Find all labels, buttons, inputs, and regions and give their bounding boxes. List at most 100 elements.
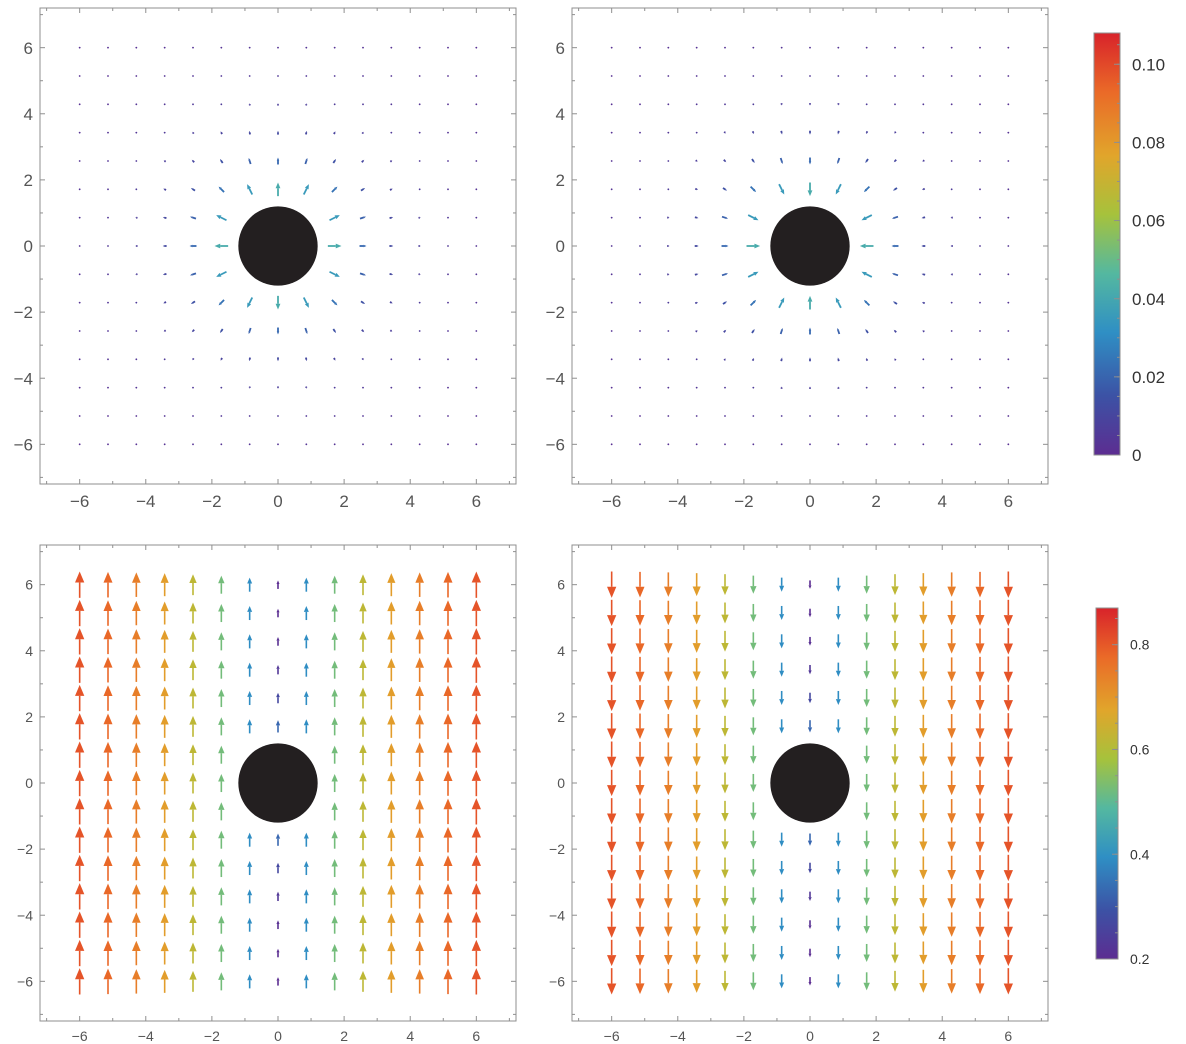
vector-arrow — [415, 770, 424, 796]
vector-arrow — [863, 745, 870, 764]
vector-arrow — [919, 941, 928, 965]
y-tick-label: 2 — [24, 171, 33, 190]
vector-arrow — [415, 855, 424, 881]
vector-arrow — [750, 688, 757, 708]
vector-arrow — [975, 798, 985, 825]
vector-arrow — [692, 601, 701, 625]
vector-arrow — [329, 270, 340, 277]
vector-arrow — [779, 690, 785, 706]
vector-arrow — [447, 46, 449, 49]
vector-arrow — [107, 330, 109, 332]
vector-arrow — [607, 883, 617, 910]
vector-arrow — [132, 940, 141, 966]
vector-arrow — [610, 216, 613, 219]
vector-arrow — [331, 887, 338, 906]
vector-arrow — [276, 692, 280, 704]
vector-arrow — [418, 216, 421, 219]
vector-arrow — [359, 857, 367, 879]
vector-arrow — [861, 271, 873, 278]
vector-arrow — [359, 829, 367, 851]
obstacle-disk — [238, 206, 318, 286]
x-tick-label: 0 — [805, 492, 814, 511]
vector-arrow — [331, 299, 338, 306]
vector-arrow — [303, 605, 309, 621]
vector-arrow — [863, 688, 870, 708]
vector-arrow — [135, 131, 138, 134]
vector-arrow — [160, 828, 169, 852]
vector-arrow — [808, 580, 812, 589]
x-tick-label: −2 — [736, 1028, 752, 1044]
vector-arrow — [107, 386, 109, 389]
vector-arrow — [780, 443, 783, 446]
vector-arrow — [160, 799, 169, 823]
vector-arrow — [220, 386, 223, 389]
vector-arrow — [751, 158, 755, 164]
vector-arrow — [132, 685, 141, 711]
axis-ticks — [572, 545, 1048, 1021]
vector-arrow — [692, 771, 701, 795]
vector-arrow — [863, 603, 870, 623]
vector-arrow — [471, 571, 481, 598]
vector-arrow — [865, 443, 868, 446]
vector-arrow — [695, 103, 698, 106]
vector-arrow — [75, 599, 85, 627]
vector-arrow — [721, 574, 729, 596]
vector-arrow — [216, 215, 227, 222]
vector-arrow — [780, 75, 783, 77]
vector-arrow — [721, 970, 729, 992]
vector-arrow — [667, 330, 670, 332]
y-tick-label: −4 — [17, 907, 33, 923]
vector-arrow — [667, 358, 670, 361]
vector-arrow — [610, 415, 613, 417]
vector-arrow — [160, 771, 169, 795]
vector-arrow — [639, 46, 641, 49]
vector-arrow — [303, 577, 309, 592]
vector-arrow — [362, 75, 364, 77]
vector-arrow — [894, 358, 897, 361]
vector-arrow — [276, 920, 280, 930]
vector-arrow — [103, 770, 113, 796]
vector-arrow — [721, 273, 728, 277]
vector-arrow — [387, 941, 396, 965]
vector-arrow — [107, 103, 109, 106]
vector-arrow — [947, 600, 956, 626]
vector-arrow — [389, 216, 394, 219]
vector-arrow — [415, 799, 424, 824]
vector-arrow — [359, 885, 367, 907]
vector-arrow — [418, 358, 421, 361]
vector-arrow — [639, 216, 641, 219]
vector-arrow — [247, 184, 254, 195]
y-tick-label: −4 — [549, 907, 565, 923]
vector-arrow — [950, 273, 953, 276]
vector-arrow — [160, 601, 169, 625]
vector-arrow — [922, 330, 925, 333]
vector-arrows — [607, 571, 1013, 995]
vector-arrow — [695, 358, 698, 361]
vector-arrow — [950, 160, 953, 162]
vector-arrow — [692, 941, 701, 965]
vector-arrow — [721, 244, 729, 248]
vector-arrow — [135, 46, 138, 49]
vector-arrow — [863, 575, 870, 594]
vector-arrow — [950, 103, 953, 106]
vector-arrow — [692, 884, 701, 908]
vector-arrow — [390, 386, 393, 389]
vector-arrow — [362, 415, 364, 417]
vector-arrow — [919, 658, 928, 682]
vector-arrow — [751, 328, 755, 334]
vector-arrow — [779, 605, 785, 621]
vector-arrow — [189, 602, 197, 624]
vector-arrow — [863, 299, 871, 307]
vector-arrow — [639, 415, 641, 417]
vector-arrow — [635, 855, 645, 881]
vector-arrow — [746, 243, 761, 249]
vector-arrow — [635, 685, 645, 711]
vector-arrow — [220, 75, 223, 77]
vector-arrow — [135, 188, 138, 191]
vector-arrow — [747, 214, 759, 221]
vector-arrow — [216, 270, 227, 277]
vector-arrow — [475, 245, 478, 247]
vector-arrow — [1003, 599, 1013, 627]
vector-arrow — [721, 215, 728, 219]
vector-arrow — [692, 629, 701, 653]
